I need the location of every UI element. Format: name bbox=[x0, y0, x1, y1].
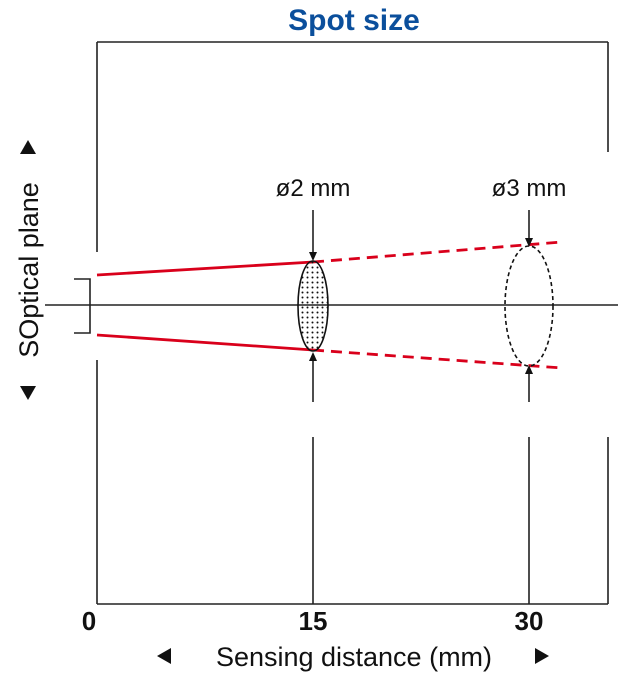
x-tick-0: 0 bbox=[82, 606, 96, 636]
x-tick-15: 15 bbox=[299, 606, 328, 636]
arrow-up-icon bbox=[20, 140, 36, 154]
spot-30mm-label: ø3 mm bbox=[492, 175, 567, 202]
x-tick-30: 30 bbox=[515, 606, 544, 636]
diagram-title: Spot size bbox=[288, 4, 420, 37]
frame bbox=[96, 41, 609, 605]
spot-15mm: ø2 mm bbox=[276, 175, 351, 604]
arrow-down-icon bbox=[20, 386, 36, 400]
beam-upper-solid bbox=[96, 260, 314, 277]
x-axis-label-group: Sensing distance (mm) bbox=[157, 642, 549, 672]
y-axis-label: SOptical plane bbox=[14, 182, 44, 358]
beam-upper-dashed bbox=[312, 240, 563, 264]
y-axis-label-group: SOptical plane bbox=[14, 140, 44, 400]
arrowhead-down-icon bbox=[525, 238, 533, 247]
arrowhead-up-icon bbox=[525, 365, 533, 374]
spot-15mm-label: ø2 mm bbox=[276, 175, 351, 202]
emitter-bracket bbox=[74, 278, 91, 334]
spot-30mm: ø3 mm bbox=[492, 175, 567, 604]
arrow-right-icon bbox=[535, 648, 549, 664]
spot-15mm-ellipse bbox=[297, 260, 329, 352]
arrow-left-icon bbox=[157, 648, 171, 664]
arrowhead-up-icon bbox=[309, 352, 317, 361]
arrowhead-down-icon bbox=[309, 252, 317, 261]
beam-lower-dashed bbox=[312, 348, 563, 370]
spot-30mm-ellipse bbox=[504, 245, 554, 367]
beam-lower-solid bbox=[96, 333, 314, 352]
beam bbox=[96, 240, 563, 370]
x-axis-label: Sensing distance (mm) bbox=[216, 642, 492, 672]
